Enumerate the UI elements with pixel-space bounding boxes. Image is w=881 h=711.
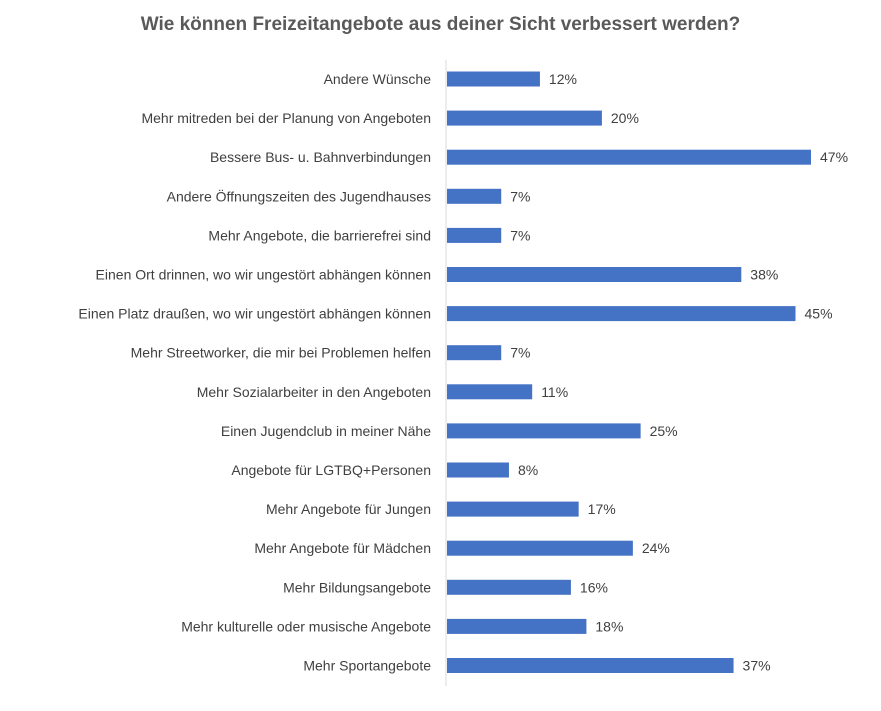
data-label: 17% xyxy=(588,501,616,517)
bar xyxy=(447,227,502,243)
bar xyxy=(447,345,502,361)
bar xyxy=(447,110,602,126)
data-label: 8% xyxy=(518,462,538,478)
data-label: 45% xyxy=(805,306,833,322)
category-label: Mehr Sozialarbeiter in den Angeboten xyxy=(197,384,431,400)
data-label: 16% xyxy=(580,579,608,595)
category-label: Mehr Sportangebote xyxy=(303,658,431,674)
bar xyxy=(447,579,571,595)
bar xyxy=(447,149,811,165)
bar xyxy=(447,540,633,556)
bar xyxy=(447,462,509,478)
category-label: Mehr Angebote, die barrierefrei sind xyxy=(208,227,431,243)
bar xyxy=(447,658,734,673)
bar xyxy=(447,306,796,322)
data-label: 20% xyxy=(611,110,639,126)
bar xyxy=(447,188,502,204)
category-label: Mehr kulturelle oder musische Angebote xyxy=(181,618,431,634)
data-label: 7% xyxy=(510,188,530,204)
data-label: 11% xyxy=(541,384,568,400)
data-label: 37% xyxy=(743,658,771,674)
category-label: Mehr mitreden bei der Planung von Angebo… xyxy=(141,110,431,126)
data-label: 38% xyxy=(750,267,778,283)
bar xyxy=(447,384,533,400)
category-label: Andere Öffnungszeiten des Jugendhauses xyxy=(167,187,431,204)
category-label: Andere Wünsche xyxy=(324,71,432,87)
data-label: 24% xyxy=(642,540,670,556)
category-label: Mehr Streetworker, die mir bei Problemen… xyxy=(131,345,431,361)
category-label: Mehr Angebote für Jungen xyxy=(266,501,431,517)
bar xyxy=(447,501,579,517)
bar xyxy=(447,267,742,282)
category-label: Einen Jugendclub in meiner Nähe xyxy=(221,423,431,439)
data-label: 7% xyxy=(510,227,530,243)
chart-title: Wie können Freizeitangebote aus deiner S… xyxy=(140,14,741,35)
category-label: Mehr Bildungsangebote xyxy=(283,579,431,595)
data-label: 47% xyxy=(820,149,848,165)
category-label: Einen Platz draußen, wo wir ungestört ab… xyxy=(78,306,431,322)
data-label: 12% xyxy=(549,71,577,87)
data-label: 7% xyxy=(510,345,530,361)
category-label: Angebote für LGTBQ+Personen xyxy=(231,462,431,478)
bar xyxy=(447,618,587,634)
data-label: 25% xyxy=(650,423,678,439)
bar xyxy=(447,71,540,87)
category-label: Mehr Angebote für Mädchen xyxy=(254,540,431,556)
data-label: 18% xyxy=(595,618,623,634)
category-label: Bessere Bus- u. Bahnverbindungen xyxy=(210,149,431,165)
bar xyxy=(447,423,641,439)
category-label: Einen Ort drinnen, wo wir ungestört abhä… xyxy=(96,267,431,283)
